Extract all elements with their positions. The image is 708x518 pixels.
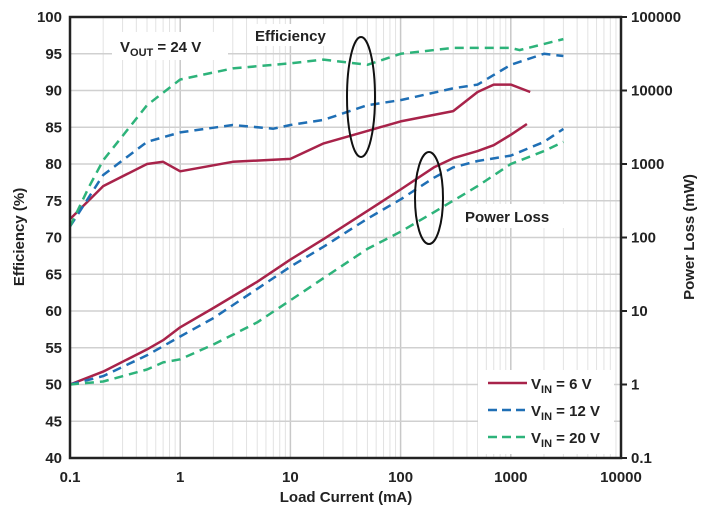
svg-text:VIN = 20 V: VIN = 20 V <box>531 430 600 450</box>
power-loss-line-vin-6-v <box>69 122 528 386</box>
y2-tick-labels: 0.1 1 10 100 1000 10000 100000 <box>621 9 681 467</box>
y-tick-label: 45 <box>45 413 62 430</box>
y-axis-label: Efficiency (%) <box>11 188 28 286</box>
efficiency-ellipse <box>346 36 376 158</box>
y2-tick-label: 100000 <box>631 9 681 26</box>
x-tick-label: 10 <box>282 469 299 486</box>
x-axis-label: Load Current (mA) <box>280 489 413 506</box>
efficiency-annotation: Efficiency <box>255 28 327 45</box>
y-tick-label: 65 <box>45 266 62 283</box>
y2-axis-label: Power Loss (mW) <box>681 174 698 300</box>
y-tick-label: 55 <box>45 340 62 357</box>
svg-text:VIN = 6 V: VIN = 6 V <box>531 376 592 396</box>
svg-text:VIN = 12 V: VIN = 12 V <box>531 403 600 423</box>
power-loss-ellipse <box>414 151 444 245</box>
curves <box>68 37 565 386</box>
legend-item-vin-12v: VIN = 12 V <box>488 403 600 423</box>
y2-tick-label: 10 <box>631 303 648 320</box>
y2-tick-label: 1000 <box>631 156 664 173</box>
y2-tick-label: 0.1 <box>631 450 652 467</box>
legend: VIN = 6 V VIN = 12 V VIN = 20 V <box>478 370 614 454</box>
x-tick-label: 1 <box>176 469 184 486</box>
y2-tick-label: 10000 <box>631 83 673 100</box>
power-loss-line-vin-12-v <box>69 127 565 386</box>
y-tick-label: 90 <box>45 83 62 100</box>
y-tick-label: 95 <box>45 46 62 63</box>
y-tick-label: 60 <box>45 303 62 320</box>
power-loss-annotation: Power Loss <box>465 209 549 226</box>
x-tick-labels: 0.1 1 10 100 1000 10000 <box>60 469 642 486</box>
x-tick-label: 100 <box>388 469 413 486</box>
y2-tick-label: 100 <box>631 230 656 247</box>
power-loss-label-box <box>460 204 566 228</box>
legend-item-vin-20v: VIN = 20 V <box>488 430 600 450</box>
x-tick-label: 1000 <box>494 469 527 486</box>
efficiency-label-box <box>250 24 342 46</box>
vout-box <box>112 32 228 60</box>
y-tick-label: 75 <box>45 193 62 210</box>
y2-tick-label: 1 <box>631 377 639 394</box>
legend-item-vin-6v: VIN = 6 V <box>488 376 592 396</box>
y-tick-label: 80 <box>45 156 62 173</box>
y-tick-label: 40 <box>45 450 62 467</box>
x-tick-label: 10000 <box>600 469 642 486</box>
y-tick-label: 50 <box>45 377 62 394</box>
y-tick-label: 70 <box>45 230 62 247</box>
power-loss-line-vin-20-v <box>69 140 564 386</box>
vout-annotation: VOUT = 24 V <box>120 39 201 59</box>
efficiency-line-vin-6-v <box>69 83 531 220</box>
x-tick-label: 0.1 <box>60 469 81 486</box>
y-tick-label: 85 <box>45 119 62 136</box>
efficiency-line-vin-20-v <box>68 37 564 228</box>
y-tick-labels: 40 45 50 55 60 65 70 75 80 85 90 95 100 <box>37 9 62 467</box>
efficiency-line-vin-12-v <box>68 52 564 228</box>
y-tick-label: 100 <box>37 9 62 26</box>
